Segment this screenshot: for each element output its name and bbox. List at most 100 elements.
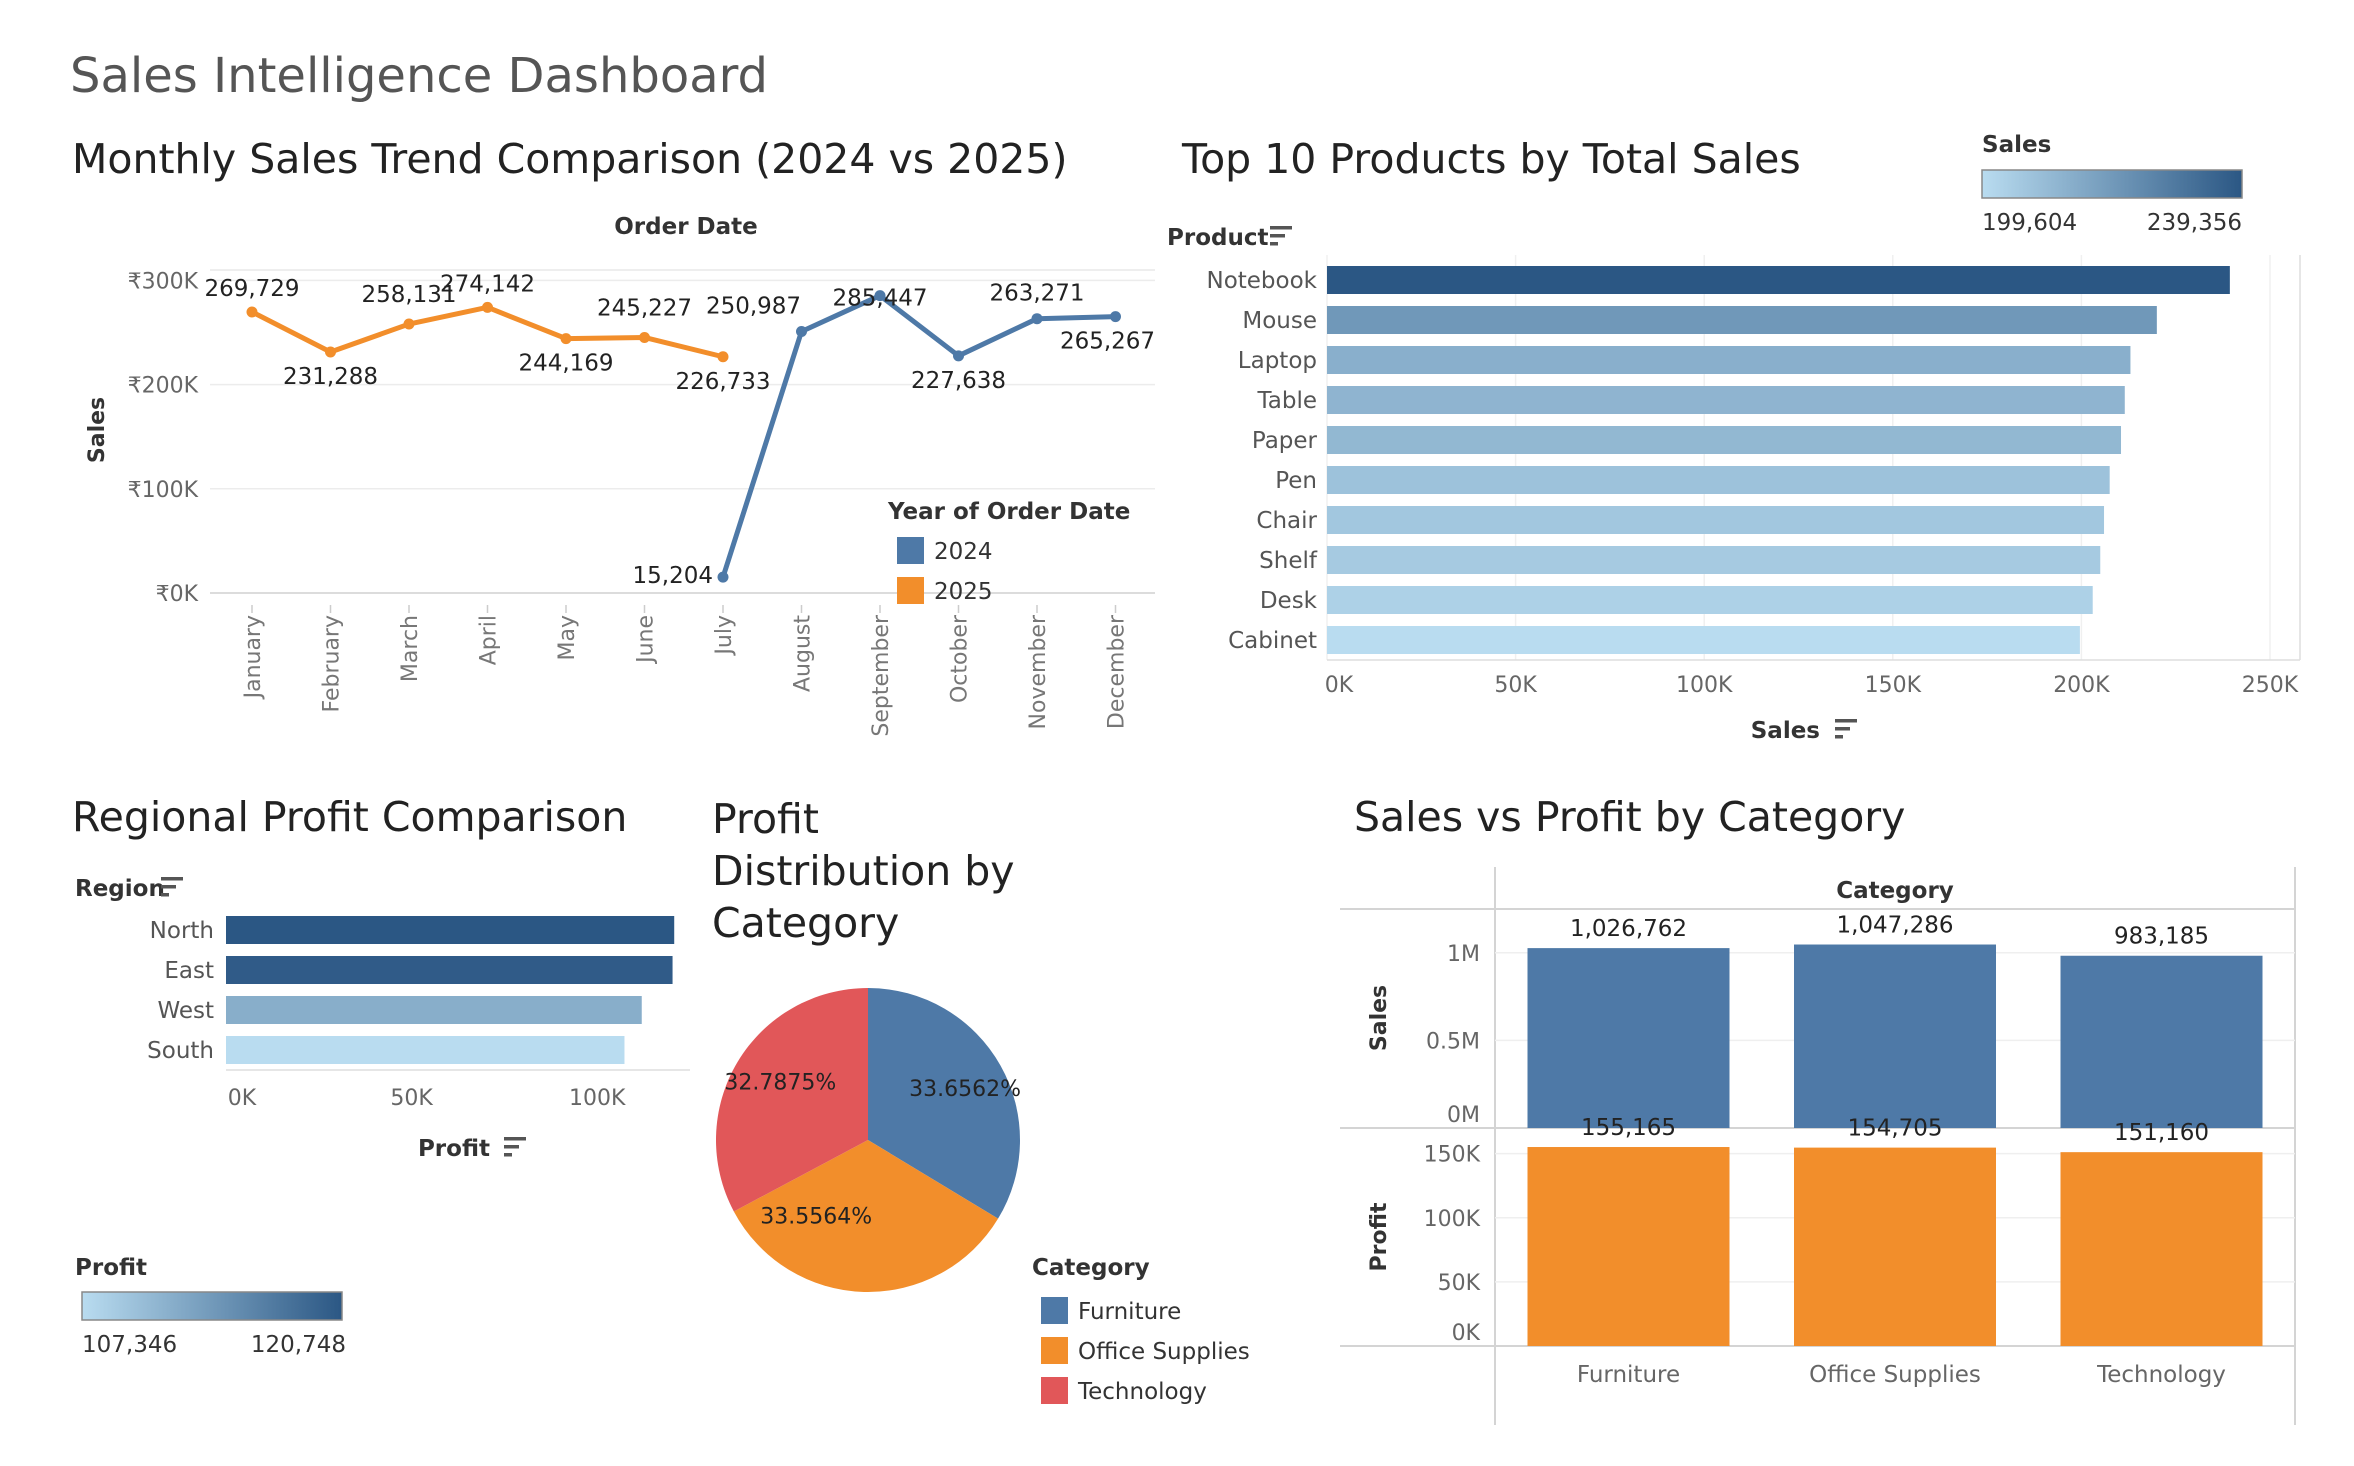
sales-y-tick-label: 0.5M xyxy=(1426,1029,1480,1054)
bar-east[interactable] xyxy=(226,956,673,984)
bar-laptop[interactable] xyxy=(1327,346,2131,374)
data-point-2024-december[interactable] xyxy=(1110,311,1121,323)
sales-axis-label: Sales xyxy=(1751,718,1820,744)
profit-data-label-technology: 151,160 xyxy=(2114,1120,2209,1146)
data-label-2024-december: 265,267 xyxy=(1060,329,1155,355)
profit-data-label-office-supplies: 154,705 xyxy=(1847,1116,1942,1142)
sales-bar-office-supplies[interactable] xyxy=(1794,944,1996,1128)
x-tick-label-november: November xyxy=(1026,614,1051,729)
sales-legend-title: Sales xyxy=(1982,132,2051,158)
legend-swatch-furniture xyxy=(1041,1297,1068,1324)
legend-label-office-supplies: Office Supplies xyxy=(1078,1339,1250,1365)
x-tick-label-october: October xyxy=(948,614,973,703)
profit-bar-furniture[interactable] xyxy=(1527,1147,1730,1346)
bar-west[interactable] xyxy=(226,996,642,1024)
category-label-mouse: Mouse xyxy=(1242,308,1317,334)
x-tick-label: 50K xyxy=(390,1086,433,1111)
data-point-2025-july[interactable] xyxy=(717,351,729,363)
x-tick-label: 50K xyxy=(1494,673,1537,698)
profit-y-tick-label: 50K xyxy=(1438,1271,1481,1296)
data-point-2024-september[interactable] xyxy=(874,290,886,302)
category-label-laptop: Laptop xyxy=(1238,348,1317,374)
sales-y-tick-label: 0M xyxy=(1447,1103,1480,1128)
x-tick-label-april: April xyxy=(477,615,502,665)
year-legend-title: Year of Order Date xyxy=(887,499,1130,525)
order-date-header: Order Date xyxy=(614,214,758,240)
category-label-chair: Chair xyxy=(1256,508,1317,534)
legend-label-2024: 2024 xyxy=(934,539,993,565)
legend-swatch-office-supplies xyxy=(1041,1337,1068,1364)
sales-legend-max: 239,356 xyxy=(2147,210,2242,236)
bar-chair[interactable] xyxy=(1327,506,2105,534)
bar-desk[interactable] xyxy=(1327,586,2093,614)
y-tick-label: ₹300K xyxy=(128,269,199,294)
category-label-table: Table xyxy=(1257,388,1317,414)
data-point-2025-march[interactable] xyxy=(403,318,415,330)
data-label-2024-september: 285,447 xyxy=(832,286,927,312)
y-tick-label: ₹100K xyxy=(128,478,199,503)
category-label-technology: Technology xyxy=(2096,1362,2226,1388)
pie-slice-office-supplies[interactable] xyxy=(733,1140,999,1292)
region-sort-icon[interactable] xyxy=(161,877,183,897)
pie-label-furniture: 33.6562% xyxy=(909,1077,1021,1102)
y-tick-label: ₹0K xyxy=(156,582,199,607)
bar-north[interactable] xyxy=(226,916,675,944)
profit-y-tick-label: 0K xyxy=(1452,1321,1481,1346)
data-label-2025-july: 226,733 xyxy=(675,369,770,395)
bar-paper[interactable] xyxy=(1327,426,2122,454)
sales-pane-label: Sales xyxy=(1367,985,1392,1051)
x-tick-label-february: February xyxy=(320,615,345,713)
product-sort-icon[interactable] xyxy=(1270,226,1292,246)
x-tick-label-december: December xyxy=(1105,614,1130,729)
x-tick-label: 0K xyxy=(228,1086,257,1111)
sales-legend-min: 199,604 xyxy=(1982,210,2077,236)
data-label-2024-august: 250,987 xyxy=(706,293,801,319)
profit-color-ramp xyxy=(81,1291,343,1321)
sales-vs-profit-bar-chart: Category Sales Profit 0M 0.5M 1M 0K 50K 100K 1… xyxy=(1340,867,2296,1425)
bar-south[interactable] xyxy=(226,1036,625,1064)
category-label-office-supplies: Office Supplies xyxy=(1809,1362,1981,1388)
category-header: Category xyxy=(1836,878,1954,904)
bar-mouse[interactable] xyxy=(1327,306,2157,334)
profit-axis-label: Profit xyxy=(418,1136,490,1162)
legend-label-2025: 2025 xyxy=(934,579,993,605)
bar-notebook[interactable] xyxy=(1327,266,2230,294)
data-point-2024-november[interactable] xyxy=(1031,313,1043,325)
sales-data-label-furniture: 1,026,762 xyxy=(1570,916,1687,942)
category-label-shelf: Shelf xyxy=(1259,548,1318,574)
sales-sort-icon[interactable] xyxy=(1835,719,1857,739)
sales-bar-technology[interactable] xyxy=(2060,955,2263,1128)
sales-bar-furniture[interactable] xyxy=(1527,948,1730,1128)
data-point-2025-may[interactable] xyxy=(560,333,572,345)
category-label-cabinet: Cabinet xyxy=(1228,628,1317,654)
data-label-2025-april: 274,142 xyxy=(440,271,535,297)
sales-data-label-office-supplies: 1,047,286 xyxy=(1836,913,1953,939)
x-tick-label: 0K xyxy=(1325,673,1354,698)
category-label-furniture: Furniture xyxy=(1577,1362,1680,1388)
profit-legend-max: 120,748 xyxy=(251,1332,346,1358)
sales-y-tick-label: 1M xyxy=(1447,942,1480,967)
data-point-2025-june[interactable] xyxy=(639,331,650,343)
sales-data-label-technology: 983,185 xyxy=(2114,924,2209,950)
regional-profit-title: Regional Profit Comparison xyxy=(72,793,628,841)
data-point-2024-august[interactable] xyxy=(796,325,807,337)
bar-pen[interactable] xyxy=(1327,466,2110,494)
data-label-2025-may: 244,169 xyxy=(518,351,613,377)
bar-shelf[interactable] xyxy=(1327,546,2101,574)
bar-cabinet[interactable] xyxy=(1327,626,2080,654)
data-point-2025-february[interactable] xyxy=(325,346,336,358)
regional-profit-bar-chart: Region North East West South 0K 50K 100K Prof… xyxy=(75,876,690,1358)
bar-table[interactable] xyxy=(1327,386,2125,414)
data-label-2024-october: 227,638 xyxy=(911,368,1006,394)
profit-sort-icon[interactable] xyxy=(504,1137,526,1157)
data-point-2025-april[interactable] xyxy=(482,301,493,313)
pie-slice-technology[interactable] xyxy=(716,988,868,1212)
profit-bar-office-supplies[interactable] xyxy=(1794,1147,1996,1346)
data-point-2024-october[interactable] xyxy=(953,350,964,362)
profit-bar-technology[interactable] xyxy=(2060,1152,2263,1346)
pie-slice-furniture[interactable] xyxy=(868,988,1020,1219)
profit-y-tick-label: 100K xyxy=(1424,1207,1481,1232)
monthly-sales-line-chart: Order Date Sales ₹0K ₹100K ₹200K ₹300K Janu… xyxy=(85,214,1155,737)
data-point-2024-july[interactable] xyxy=(717,571,729,583)
data-point-2025-january[interactable] xyxy=(246,306,258,318)
